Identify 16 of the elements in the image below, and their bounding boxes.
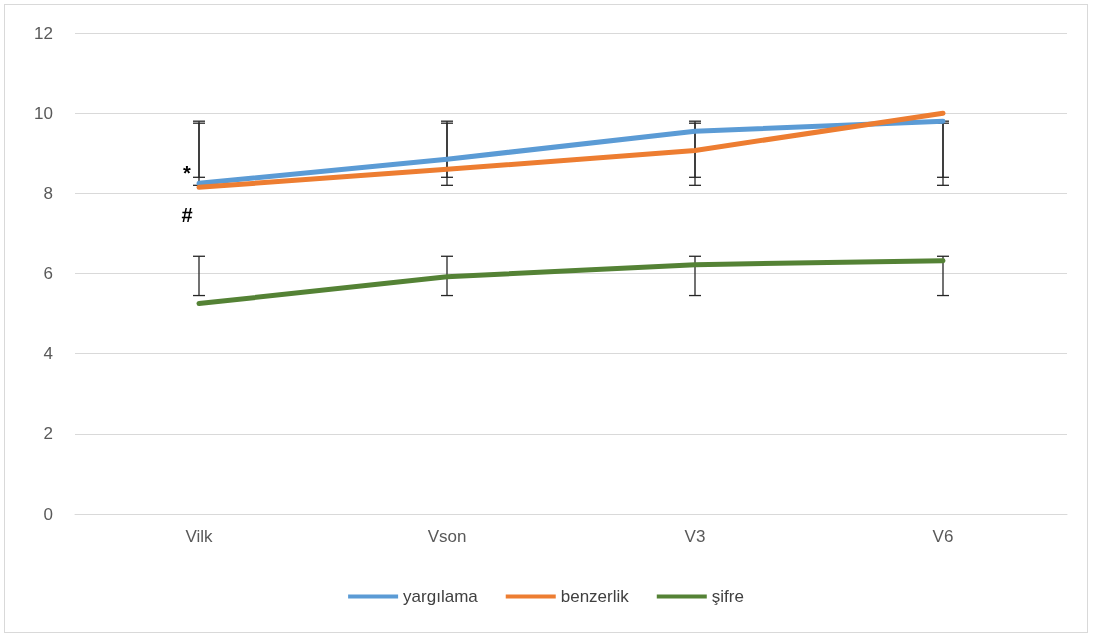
annotation: # xyxy=(181,204,193,226)
y-tick-label: 8 xyxy=(43,183,53,203)
y-tick-label: 0 xyxy=(43,504,53,524)
y-tick-label: 6 xyxy=(43,264,53,283)
legend-label: yargılama xyxy=(403,587,479,606)
legend-label: benzerlik xyxy=(560,587,630,606)
y-tick-label: 2 xyxy=(43,424,53,444)
x-tick-label: Vilk xyxy=(185,527,214,546)
legend-label: şifre xyxy=(711,587,744,606)
y-tick-label: 12 xyxy=(34,23,53,43)
y-tick-label: 4 xyxy=(43,344,53,364)
annotation: * xyxy=(183,162,192,185)
x-tick-label: Vson xyxy=(427,527,467,546)
x-tick-label: V3 xyxy=(684,527,706,546)
y-tick-label: 10 xyxy=(34,103,53,123)
x-tick-label: V6 xyxy=(932,527,954,546)
